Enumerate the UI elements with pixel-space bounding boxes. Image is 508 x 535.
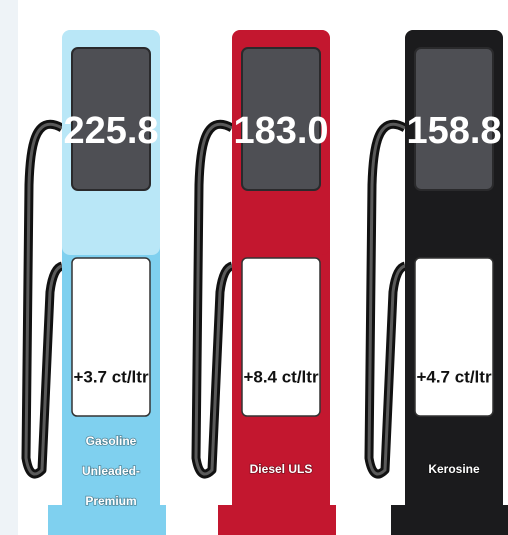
fuel-label: Kerosine bbox=[428, 462, 480, 476]
change-box bbox=[72, 258, 150, 416]
fuel-price-infographic: 225.8 +3.7 ct/ltr Gasoline Unleaded- Premium… bbox=[0, 0, 508, 535]
price: 225.8 bbox=[63, 110, 158, 152]
price-change: +3.7 ct/ltr bbox=[73, 367, 149, 386]
change-box bbox=[242, 258, 320, 416]
price-change: +8.4 ct/ltr bbox=[243, 367, 319, 386]
fuel-label: Gasoline bbox=[86, 434, 137, 448]
fuel-label: Unleaded- bbox=[82, 464, 140, 478]
fuel-label: Premium bbox=[85, 494, 136, 508]
price: 158.8 bbox=[406, 110, 501, 152]
price-change: +4.7 ct/ltr bbox=[416, 367, 492, 386]
fuel-label: Diesel ULS bbox=[250, 462, 313, 476]
price: 183.0 bbox=[233, 110, 328, 152]
change-box bbox=[415, 258, 493, 416]
left-edge bbox=[0, 0, 18, 535]
